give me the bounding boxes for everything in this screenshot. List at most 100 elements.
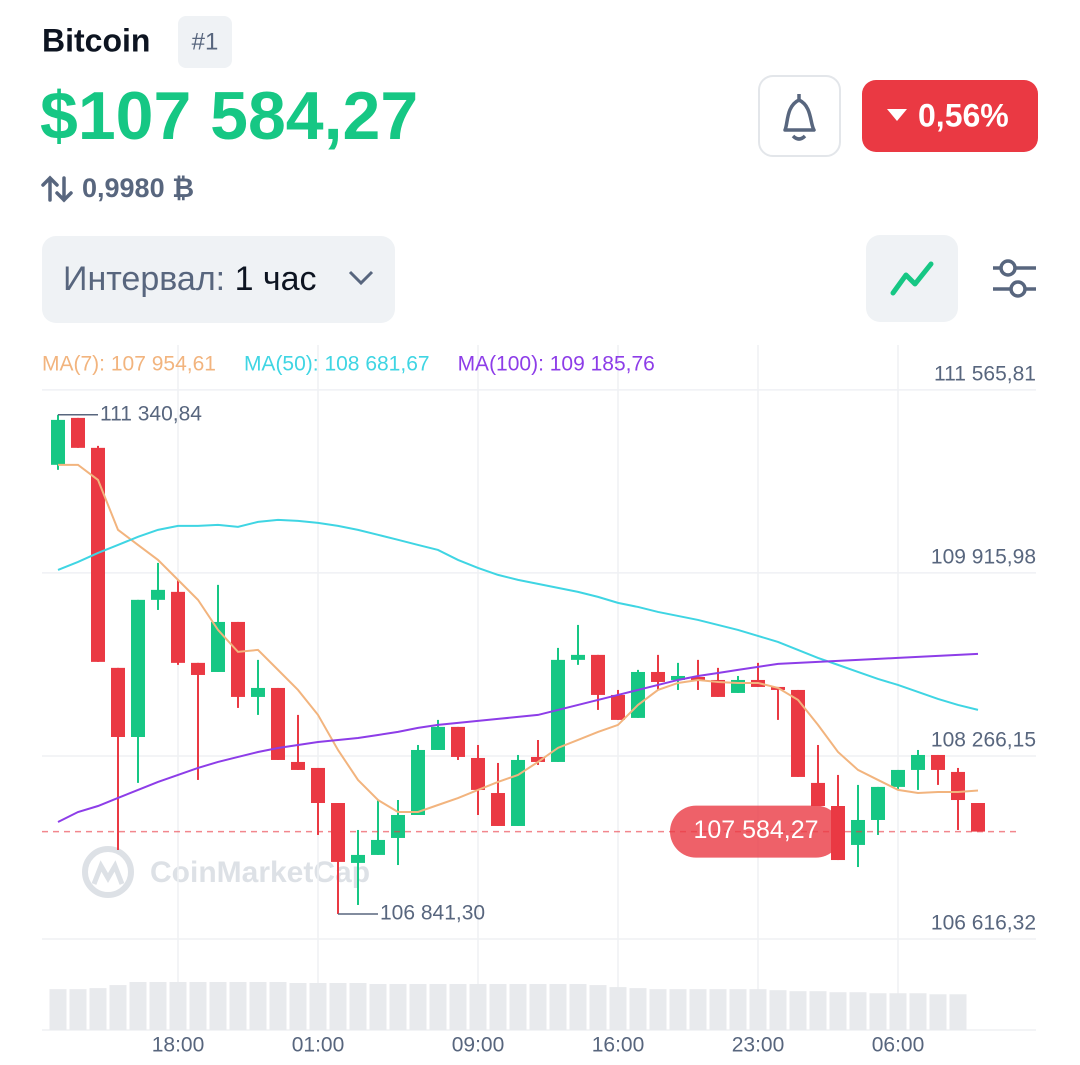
candle-body xyxy=(311,767,325,804)
volume-bar xyxy=(169,982,187,1030)
alert-button[interactable] xyxy=(758,75,841,157)
candle-body xyxy=(251,687,265,697)
candle-body xyxy=(111,667,125,737)
interval-label: Интервал: xyxy=(63,260,225,298)
candle-body xyxy=(871,786,885,820)
volume-bar xyxy=(469,984,487,1030)
volume-bar xyxy=(509,984,527,1030)
candle-body xyxy=(371,839,385,855)
interval-button[interactable] xyxy=(42,236,395,323)
x-tick-label: 09:00 xyxy=(452,1034,505,1057)
candle-body xyxy=(791,689,805,777)
volume-bar xyxy=(409,984,427,1030)
settings-button[interactable] xyxy=(993,259,1036,298)
candle-body xyxy=(971,803,985,832)
coin-name: Bitcoin xyxy=(42,22,150,58)
candle-body xyxy=(951,771,965,801)
volume-bar xyxy=(129,982,147,1030)
last-price-label: 107 584,27 xyxy=(693,816,818,844)
down-arrow xyxy=(887,109,907,121)
volume-bar xyxy=(829,992,847,1030)
candle-body xyxy=(811,782,825,807)
candle-body xyxy=(91,447,105,662)
candle-body xyxy=(631,671,645,718)
volume-bar xyxy=(269,982,287,1030)
volume-bar xyxy=(909,993,927,1030)
candle-body xyxy=(191,662,205,675)
volume-bar xyxy=(489,984,507,1030)
btc-price: 0,9980 ₿ xyxy=(82,173,194,203)
legend-entry: MA(7): 107 954,61 xyxy=(42,353,216,376)
volume-bar xyxy=(69,989,87,1030)
volume-bar xyxy=(549,984,567,1030)
volume-bar xyxy=(809,991,827,1030)
volume-bar xyxy=(709,989,727,1030)
bell-icon xyxy=(783,94,816,141)
ma-line xyxy=(58,463,979,813)
volume-bar xyxy=(889,993,907,1030)
x-tick-label: 23:00 xyxy=(732,1034,785,1057)
x-tick-label: 18:00 xyxy=(152,1034,205,1057)
change-badge xyxy=(862,80,1038,152)
candle-body xyxy=(571,654,585,660)
volume-bar xyxy=(349,983,367,1030)
volume-bar xyxy=(49,989,67,1030)
plot: 18:00 01:00 09:00 16:00 23:00 06:00 106 616,32… xyxy=(42,345,1036,1057)
volume-bar xyxy=(749,989,767,1030)
candle-body xyxy=(131,599,145,737)
volume-bar xyxy=(789,991,807,1030)
y-tick-label: 111 565,81 xyxy=(934,362,1036,385)
extreme-label: 111 340,84 xyxy=(100,402,202,425)
interval-text: Интервал: 1 час xyxy=(63,260,317,298)
x-tick-label: 16:00 xyxy=(592,1034,645,1057)
volume-bar xyxy=(689,989,707,1030)
volume-bar xyxy=(109,985,127,1030)
legend-entry: MA(100): 109 185,76 xyxy=(458,353,655,376)
volume-bar xyxy=(729,989,747,1030)
volume-bar xyxy=(669,989,687,1030)
candle-body xyxy=(611,694,625,720)
candle-body xyxy=(511,759,525,826)
candle-body xyxy=(671,675,685,680)
candle-body xyxy=(651,671,665,682)
candle-body xyxy=(51,419,65,465)
volume-bar xyxy=(849,992,867,1030)
candle-body xyxy=(911,754,925,770)
rank-badge xyxy=(178,16,232,68)
candle-body xyxy=(431,726,445,750)
volume-bar xyxy=(569,984,587,1030)
x-tick-label: 01:00 xyxy=(292,1034,345,1057)
candle-body xyxy=(171,591,185,663)
candle-body xyxy=(471,757,485,790)
rank: #1 xyxy=(192,28,219,55)
candle-body xyxy=(331,803,345,862)
volume-bar xyxy=(429,984,447,1030)
volume-bar xyxy=(289,983,307,1030)
volume-bar xyxy=(869,993,887,1030)
swap-icon xyxy=(41,175,73,203)
candle-body xyxy=(711,679,725,697)
line-icon xyxy=(890,261,934,296)
legend-entry: MA(50): 108 681,67 xyxy=(244,353,430,376)
volume-bar xyxy=(629,988,647,1030)
volume-bar xyxy=(189,982,207,1030)
last-price-bubble xyxy=(670,805,842,858)
volume-bar xyxy=(609,987,627,1030)
volume-bar xyxy=(149,982,167,1030)
volume-bar xyxy=(249,982,267,1030)
extreme-label: 106 841,30 xyxy=(380,902,485,925)
candle-body xyxy=(591,654,605,695)
candle-body xyxy=(351,854,365,863)
candle-body xyxy=(531,756,545,762)
volume-bar xyxy=(89,988,107,1030)
volume-bar xyxy=(949,994,967,1030)
y-tick-label: 108 266,15 xyxy=(931,728,1036,751)
candle-body xyxy=(491,793,505,826)
candle-body xyxy=(851,819,865,845)
candle-body xyxy=(231,621,245,697)
volume-bar xyxy=(769,990,787,1030)
volume-bar xyxy=(329,983,347,1030)
y-tick-label: 109 915,98 xyxy=(931,545,1036,568)
